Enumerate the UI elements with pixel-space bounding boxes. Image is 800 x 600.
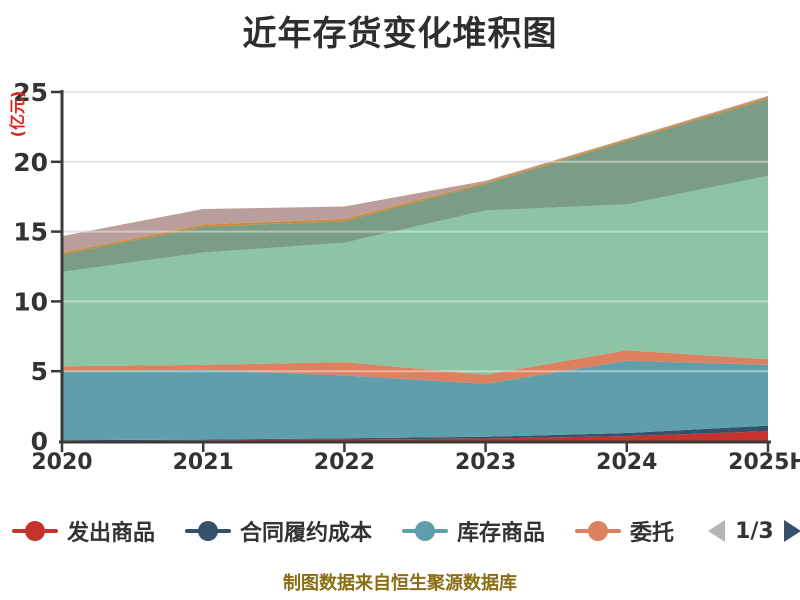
line-circle-marker-icon [185, 520, 232, 542]
y-axis-tick-label: 15 [13, 218, 48, 247]
legend-item-4[interactable]: 委托 [575, 515, 674, 547]
legend-prev-page-arrow-icon[interactable] [708, 520, 726, 542]
x-axis-tick-label: 2021 [173, 450, 234, 475]
legend: 发出商品 合同履约成本 库存商品 委托 1/3 [12, 510, 800, 552]
area-series-8 [62, 95, 768, 253]
x-axis-tick-label: 2023 [455, 450, 516, 475]
area-series-4 [62, 350, 768, 384]
data-source-note: 制图数据来自恒生聚源数据库 [283, 573, 517, 594]
x-axis-tick-label: 2025H [728, 450, 800, 475]
legend-pager: 1/3 [708, 519, 800, 544]
y-axis-tick-label: 0 [31, 427, 48, 456]
legend-item-label: 委托 [630, 521, 675, 546]
x-axis-tick-label: 2020 [31, 450, 92, 475]
area-series-5 [62, 175, 768, 375]
x-axis-tick-label: 2022 [314, 450, 375, 475]
y-axis-tick-label: 5 [31, 357, 48, 386]
y-axis-tick-label: 20 [13, 148, 48, 177]
chart-title: 近年存货变化堆积图 [242, 14, 558, 54]
y-axis-unit-label: (亿元) [8, 90, 27, 138]
area-series-2 [62, 425, 768, 441]
legend-item-1[interactable]: 发出商品 [12, 515, 155, 547]
area-series-3 [62, 360, 768, 441]
line-circle-marker-icon [575, 520, 622, 542]
legend-item-label: 合同履约成本 [240, 521, 373, 546]
area-series-1 [62, 431, 768, 441]
area-series-6 [62, 99, 768, 272]
y-axis-tick-label: 10 [13, 287, 48, 316]
area-series-7 [62, 97, 768, 255]
y-axis-tick-label: 25 [13, 78, 48, 107]
line-circle-marker-icon [402, 520, 449, 542]
legend-page-indicator: 1/3 [735, 518, 774, 544]
x-axis-tick-label: 2024 [596, 450, 657, 475]
legend-next-page-arrow-icon[interactable] [783, 520, 800, 542]
legend-item-3[interactable]: 库存商品 [402, 515, 545, 547]
legend-item-label: 发出商品 [67, 521, 156, 546]
legend-item-2[interactable]: 合同履约成本 [185, 515, 372, 547]
line-circle-marker-icon [12, 520, 58, 542]
legend-item-label: 库存商品 [457, 521, 546, 546]
